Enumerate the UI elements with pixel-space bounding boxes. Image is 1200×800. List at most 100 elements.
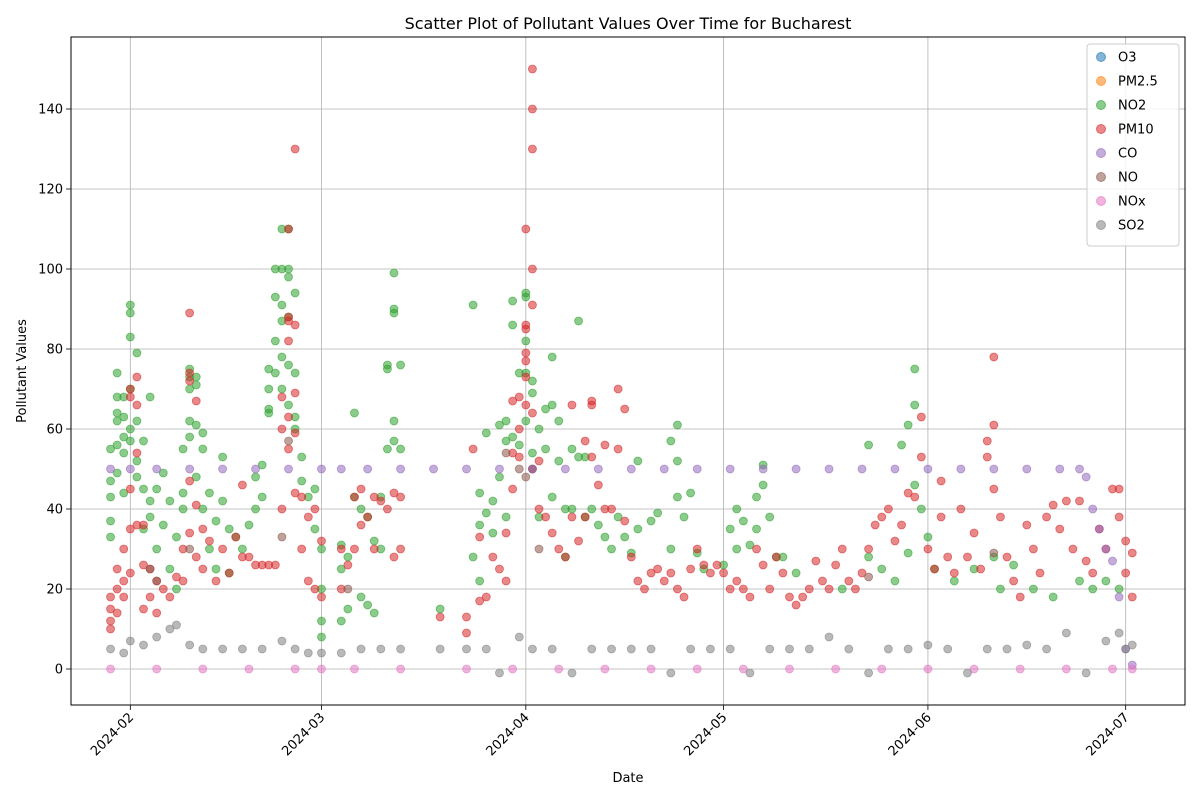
data-point (982, 644, 992, 654)
data-point (191, 396, 201, 406)
data-point (277, 504, 287, 514)
data-point (475, 576, 485, 586)
data-point (811, 556, 821, 566)
data-point (277, 300, 287, 310)
data-point (646, 516, 656, 526)
data-point (205, 488, 214, 498)
data-point (1081, 472, 1091, 482)
data-point (251, 472, 260, 482)
data-point (686, 564, 696, 574)
data-point (389, 436, 399, 446)
data-point (244, 552, 254, 562)
data-point (158, 468, 168, 478)
data-point (626, 464, 636, 474)
data-point (1075, 576, 1084, 586)
data-point (547, 400, 557, 410)
data-point (396, 360, 405, 370)
data-point (290, 388, 300, 398)
data-point (1114, 592, 1124, 602)
data-point (679, 592, 689, 602)
data-point (758, 560, 768, 570)
data-point (567, 504, 577, 514)
data-point (528, 264, 537, 274)
data-point (369, 536, 379, 546)
data-point (923, 640, 933, 650)
data-point (989, 420, 999, 430)
data-point (303, 512, 313, 522)
data-point (844, 644, 854, 654)
data-point (495, 420, 504, 430)
data-point (501, 448, 511, 458)
data-point (1088, 504, 1098, 514)
data-point (145, 592, 155, 602)
data-point (646, 644, 656, 654)
series-no (145, 436, 999, 594)
data-point (198, 564, 208, 574)
data-point (534, 456, 544, 466)
data-point (857, 568, 867, 578)
data-point (528, 644, 537, 654)
data-point (119, 592, 129, 602)
data-point (679, 512, 689, 522)
data-point (1108, 664, 1117, 674)
data-point (712, 560, 722, 570)
data-point (547, 644, 557, 654)
data-point (462, 664, 471, 674)
data-point (218, 644, 228, 654)
data-point (633, 524, 643, 534)
data-point (172, 572, 181, 582)
data-point (303, 576, 313, 586)
series-so2 (106, 620, 1137, 678)
data-point (864, 572, 873, 582)
data-point (277, 392, 287, 402)
data-point (883, 504, 893, 514)
data-point (290, 320, 300, 330)
data-point (350, 544, 359, 554)
data-point (785, 644, 794, 654)
data-point (172, 620, 181, 630)
data-point (587, 452, 597, 462)
data-point (567, 444, 577, 454)
data-point (949, 576, 959, 586)
data-point (198, 644, 208, 654)
data-point (350, 664, 359, 674)
data-point (145, 392, 155, 402)
data-point (106, 644, 115, 654)
data-point (864, 544, 873, 554)
data-point (284, 436, 293, 446)
data-point (818, 576, 827, 586)
data-point (383, 364, 392, 374)
data-point (376, 644, 386, 654)
data-point (290, 664, 300, 674)
data-point (125, 484, 135, 494)
data-point (356, 592, 366, 602)
data-point (1002, 644, 1012, 654)
data-point (178, 504, 188, 514)
data-point (745, 540, 755, 550)
data-point (633, 576, 643, 586)
data-point (976, 564, 986, 574)
y-axis-label: Pollutant Values (15, 319, 30, 423)
data-point (125, 568, 135, 578)
data-point (923, 532, 933, 542)
data-point (106, 492, 115, 502)
data-point (600, 664, 610, 674)
data-point (119, 488, 129, 498)
data-point (488, 528, 498, 538)
data-point (501, 528, 511, 538)
data-point (831, 664, 841, 674)
data-point (1055, 464, 1065, 474)
data-point (705, 568, 715, 578)
data-point (336, 648, 346, 658)
data-point (270, 336, 280, 346)
data-point (185, 544, 195, 554)
data-point (1114, 584, 1124, 594)
data-point (172, 532, 181, 542)
data-point (916, 452, 926, 462)
data-point (1042, 512, 1051, 522)
data-point (1009, 560, 1019, 570)
data-point (554, 456, 564, 466)
data-point (396, 644, 405, 654)
y-tick-label: 80 (46, 343, 63, 358)
data-point (1088, 584, 1098, 594)
